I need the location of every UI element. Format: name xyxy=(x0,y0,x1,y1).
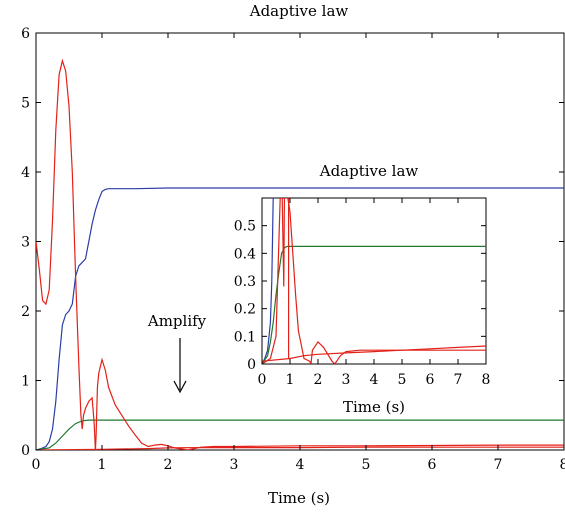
main-series-line-0 xyxy=(36,187,564,450)
inset-x-axis-label: Time (s) xyxy=(343,398,405,416)
main-title: Adaptive law xyxy=(249,2,349,20)
main-x-tick-label: 4 xyxy=(296,457,305,473)
inset-y-tick-label: 0.2 xyxy=(234,302,256,318)
inset-x-tick-label: 5 xyxy=(398,372,407,388)
main-ticks-group: 0 1 2 3 4 5 6 7 8 0 1 2 3 4 5 6 xyxy=(21,26,565,473)
main-x-tick-label: 0 xyxy=(32,457,41,473)
inset-x-tick-label: 4 xyxy=(370,372,379,388)
main-series-line-1 xyxy=(36,419,564,450)
inset-series-line-3 xyxy=(262,345,486,362)
main-x-tick-label: 7 xyxy=(494,457,503,473)
inset-chart: 0 1 2 3 4 5 6 7 8 0 0.1 0.2 0.3 0.4 0.5 Time (s) xyxy=(234,197,491,416)
inset-x-tick-label: 0 xyxy=(258,372,267,388)
inset-y-tick-label: 0.4 xyxy=(234,246,256,262)
inset-series-group xyxy=(262,198,486,364)
main-series-line-2 xyxy=(36,58,564,450)
main-y-tick-label: 1 xyxy=(21,374,30,390)
main-y-tick-label: 5 xyxy=(21,96,30,112)
main-x-tick-label: 6 xyxy=(428,457,437,473)
main-x-tick-label: 8 xyxy=(560,457,565,473)
main-y-tick-label: 6 xyxy=(21,26,30,42)
inset-x-tick-label: 3 xyxy=(342,372,351,388)
main-x-tick-label: 1 xyxy=(98,457,107,473)
inset-y-tick-label: 0 xyxy=(247,357,256,373)
inset-plot-frame xyxy=(261,197,487,365)
inset-y-tick-label: 0.3 xyxy=(234,274,256,290)
inset-x-tick-label: 7 xyxy=(454,372,463,388)
main-x-tick-label: 5 xyxy=(362,457,371,473)
inset-y-tick-label: 0.1 xyxy=(234,329,256,345)
main-x-tick-label: 2 xyxy=(164,457,173,473)
adaptive-law-annotation: Adaptive law xyxy=(319,162,419,180)
inset-series-line-2 xyxy=(262,198,486,364)
main-y-tick-label: 0 xyxy=(21,443,30,459)
inset-x-tick-label: 2 xyxy=(314,372,323,388)
inset-series-line-0 xyxy=(262,198,276,364)
main-x-tick-label: 3 xyxy=(230,457,239,473)
inset-ticks-group: 0 1 2 3 4 5 6 7 8 0 0.1 0.2 0.3 0.4 0.5 xyxy=(234,198,491,388)
main-y-tick-label: 2 xyxy=(21,304,30,320)
main-x-axis-label: Time (s) xyxy=(268,489,330,507)
amplify-annotation: Amplify xyxy=(147,312,207,330)
inset-x-tick-label: 1 xyxy=(286,372,295,388)
amplify-arrow xyxy=(173,338,187,394)
inset-y-tick-label: 0.5 xyxy=(234,219,256,235)
inset-x-tick-label: 8 xyxy=(482,372,491,388)
main-y-tick-label: 4 xyxy=(21,165,30,181)
main-y-tick-label: 3 xyxy=(21,235,30,251)
inset-x-tick-label: 6 xyxy=(426,372,435,388)
